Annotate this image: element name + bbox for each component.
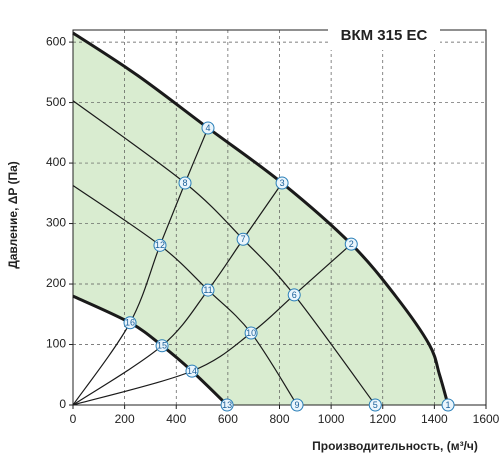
- point-label: 9: [295, 400, 300, 410]
- x-tick-label: 1600: [473, 412, 500, 426]
- y-tick-label: 0: [59, 397, 66, 411]
- point-marker: [123, 316, 137, 330]
- point-label: 3: [280, 178, 285, 188]
- y-tick-label: 300: [46, 216, 66, 230]
- point-marker: [155, 339, 169, 353]
- curve: [72, 31, 450, 406]
- point-label: 11: [203, 285, 212, 295]
- x-tick-label: 1200: [369, 412, 396, 426]
- point-label: 4: [205, 123, 210, 133]
- point-label: 13: [222, 400, 232, 410]
- y-tick-label: 100: [46, 337, 66, 351]
- y-tick-label: 500: [46, 95, 66, 109]
- chart-title: ВКМ 315 ЕС: [341, 27, 428, 44]
- curve: [72, 127, 209, 406]
- point-label: 8: [183, 178, 188, 188]
- point-marker: [236, 232, 250, 246]
- point-label: 1: [446, 400, 451, 410]
- point-marker: [185, 364, 199, 378]
- point-label: 10: [246, 328, 256, 338]
- x-tick-label: 800: [269, 412, 289, 426]
- point-label: 2: [349, 239, 354, 249]
- point-label: 16: [125, 318, 135, 328]
- x-tick-label: 0: [70, 412, 77, 426]
- point-label: 5: [373, 400, 378, 410]
- y-axis-title: Давление, ΔP (Па): [6, 161, 20, 269]
- point-marker: [220, 398, 234, 412]
- x-tick-label: 1400: [421, 412, 448, 426]
- text-layer: ВКМ 315 ЕС Производительность, (м³/ч) Да…: [6, 20, 500, 453]
- plot-frame: [72, 29, 487, 406]
- point-label: 14: [187, 366, 197, 376]
- point-label: 6: [292, 290, 297, 300]
- point-marker: [201, 121, 215, 135]
- point-marker: [290, 398, 304, 412]
- point-marker: [201, 283, 215, 297]
- point-marker: [287, 288, 301, 302]
- grid-layer: [69, 29, 487, 409]
- point-marker: [153, 238, 167, 252]
- x-tick-label: 1000: [318, 412, 345, 426]
- fill-layer: [73, 33, 449, 405]
- point-label: 7: [241, 234, 246, 244]
- x-axis-title: Производительность, (м³/ч): [312, 439, 478, 453]
- point-marker: [368, 398, 382, 412]
- x-tick-label: 200: [115, 412, 135, 426]
- operating-area: [73, 33, 449, 405]
- curve: [72, 243, 352, 406]
- title-box: [328, 20, 440, 50]
- x-tick-label: 400: [166, 412, 186, 426]
- point-marker: [178, 176, 192, 190]
- y-tick-label: 400: [46, 155, 66, 169]
- point-marker: [244, 326, 258, 340]
- x-tick-label: 600: [218, 412, 238, 426]
- point-label: 12: [155, 240, 165, 250]
- y-tick-label: 200: [46, 276, 66, 290]
- y-tick-label: 600: [46, 34, 66, 48]
- point-label: 15: [157, 341, 167, 351]
- point-marker: [441, 398, 455, 412]
- point-marker: [344, 237, 358, 251]
- point-marker: [275, 176, 289, 190]
